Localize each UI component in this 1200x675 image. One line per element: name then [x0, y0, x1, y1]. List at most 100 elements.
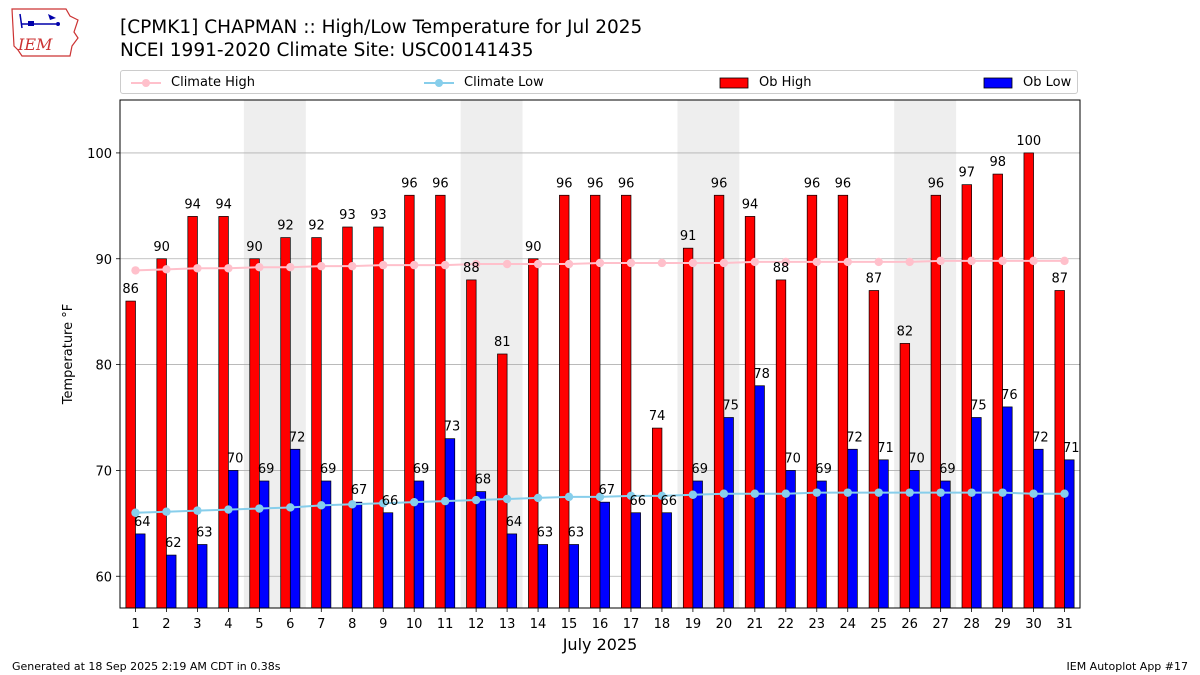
- x-tick-label: 23: [809, 617, 826, 632]
- climate-low-point: [595, 492, 605, 502]
- ob-low-data-label: 69: [939, 462, 956, 477]
- ob-high-bar: [651, 427, 663, 608]
- climate-high-point: [688, 258, 698, 268]
- generated-timestamp: Generated at 18 Sep 2025 2:19 AM CDT in …: [12, 660, 281, 673]
- ob-low-data-label: 66: [382, 494, 399, 509]
- legend-entry-ob-high: Ob High: [719, 74, 812, 92]
- ob-low-bar: [166, 554, 177, 608]
- x-tick-label: 19: [685, 617, 702, 632]
- x-tick-label: 24: [839, 617, 856, 632]
- climate-high-point: [781, 257, 791, 267]
- x-tick-label: 14: [530, 617, 547, 632]
- ob-high-bar: [156, 258, 167, 608]
- climate-high-point: [967, 256, 976, 266]
- ob-low-data-label: 76: [1001, 388, 1018, 403]
- climate-low-point: [471, 495, 481, 505]
- climate-low-point: [750, 489, 760, 498]
- ob-low-bar: [661, 512, 672, 608]
- ob-low-data-label: 63: [568, 526, 585, 541]
- ob-high-data-label: 86: [122, 282, 139, 297]
- ob-high-bar: [218, 216, 229, 608]
- climate-low-point: [286, 503, 295, 512]
- ob-high-bar: [1054, 290, 1065, 608]
- ob-high-bar: [435, 194, 446, 608]
- ob-high-data-label: 87: [1051, 272, 1068, 287]
- climate-high-point: [131, 266, 140, 275]
- ob-high-data-label: 93: [339, 208, 356, 223]
- climate-high-point: [471, 259, 481, 269]
- ob-low-bar: [1033, 448, 1044, 608]
- climate-low-point: [1029, 489, 1038, 498]
- ob-high-bar: [373, 226, 384, 608]
- climate-low-point: [657, 491, 667, 501]
- climate-high-point: [409, 260, 419, 270]
- weather-station-icon: [19, 13, 60, 29]
- ob-high-bar: [590, 194, 601, 608]
- climate-high-point: [564, 259, 574, 269]
- y-tick-label: 70: [95, 464, 112, 479]
- ob-low-bar: [289, 448, 301, 608]
- climate-low-point: [255, 504, 264, 513]
- chart-legend: Climate High Climate Low Ob High Ob Low: [120, 70, 1078, 94]
- x-tick-label: 11: [437, 617, 454, 632]
- ob-low-data-label: 69: [413, 462, 430, 477]
- ob-low-data-label: 69: [320, 462, 337, 477]
- ob-high-bar: [125, 300, 136, 608]
- ob-high-data-label: 96: [587, 176, 604, 191]
- ob-low-data-label: 70: [227, 451, 244, 466]
- climate-high-point: [379, 260, 388, 270]
- ob-high-data-label: 81: [494, 335, 511, 350]
- ob-high-data-label: 90: [525, 240, 542, 255]
- ob-high-data-label: 90: [246, 240, 263, 255]
- y-tick-label: 80: [95, 359, 112, 374]
- ob-high-bar: [961, 184, 972, 608]
- ob-high-bar: [280, 237, 291, 608]
- x-tick-label: 7: [317, 617, 325, 632]
- ob-low-bar: [847, 448, 858, 608]
- ob-low-bar: [940, 480, 951, 608]
- x-tick-label: 2: [162, 617, 170, 632]
- climate-low-point: [936, 488, 945, 497]
- iem-logo: IEM: [11, 8, 79, 57]
- climate-low-point: [379, 499, 388, 508]
- ob-low-bar: [382, 512, 394, 608]
- ob-low-bar: [444, 438, 456, 608]
- ob-high-data-label: 94: [742, 197, 759, 212]
- x-axis-label: July 2025: [562, 635, 638, 654]
- climate-high-point: [1060, 256, 1069, 266]
- ob-low-data-label: 63: [537, 526, 554, 541]
- x-tick-label: 29: [994, 617, 1011, 632]
- plot-marks: [125, 152, 1075, 608]
- climate-high-point: [317, 261, 326, 271]
- ob-high-swatch-icon: [719, 77, 749, 89]
- ob-high-bar: [404, 194, 415, 608]
- ob-low-bar: [971, 417, 982, 608]
- ob-high-data-label: 97: [959, 166, 976, 181]
- climate-high-line-icon: [131, 79, 161, 87]
- x-tick-label: 3: [193, 617, 201, 632]
- ob-low-data-label: 69: [258, 462, 275, 477]
- ob-high-data-label: 96: [804, 176, 821, 191]
- ob-high-data-label: 98: [990, 155, 1007, 170]
- ob-high-bar: [621, 194, 632, 608]
- ob-high-data-label: 96: [401, 176, 418, 191]
- y-axis-label: Temperature °F: [61, 304, 76, 405]
- ob-low-data-label: 75: [722, 399, 739, 414]
- ob-low-data-label: 70: [908, 451, 925, 466]
- x-tick-label: 26: [901, 617, 918, 632]
- ob-high-bar: [466, 279, 477, 608]
- ob-high-bar: [682, 247, 694, 608]
- x-tick-label: 18: [654, 617, 671, 632]
- x-tick-label: 21: [747, 617, 764, 632]
- ob-high-bar: [497, 353, 508, 608]
- climate-high-point: [595, 258, 605, 268]
- ob-low-data-label: 63: [196, 526, 213, 541]
- ob-high-bar: [899, 343, 911, 608]
- x-tick-label: 5: [255, 617, 263, 632]
- ob-high-bar: [249, 258, 260, 608]
- climate-high-point: [750, 257, 760, 267]
- climate-low-point: [162, 507, 171, 516]
- climate-high-point: [193, 264, 202, 273]
- legend-label-ob-low: Ob Low: [1023, 75, 1072, 90]
- legend-entry-ob-low: Ob Low: [983, 74, 1071, 92]
